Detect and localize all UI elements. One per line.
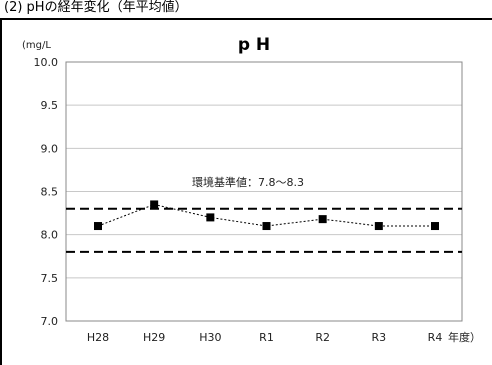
y-tick-label: 10.0 bbox=[34, 56, 59, 69]
x-tick-label: H29 bbox=[143, 331, 165, 344]
data-point bbox=[318, 215, 327, 224]
grid-layer bbox=[66, 104, 462, 279]
data-point bbox=[150, 200, 159, 209]
y-tick-label: 8.0 bbox=[41, 229, 59, 242]
series-layer bbox=[94, 200, 439, 231]
x-tick-label: H30 bbox=[199, 331, 221, 344]
data-point bbox=[206, 213, 215, 222]
y-tick-label: 9.5 bbox=[41, 99, 59, 112]
reference-lines bbox=[66, 207, 462, 253]
y-tick-label: 7.5 bbox=[41, 272, 59, 285]
y-tick-label: 8.5 bbox=[41, 186, 59, 199]
data-point bbox=[94, 222, 102, 231]
x-axis-ticks: H28 H29 H30 R1 R2 R3 R4 bbox=[87, 331, 442, 344]
chart-title: p H bbox=[238, 35, 270, 55]
data-point bbox=[374, 222, 383, 231]
y-tick-label: 7.0 bbox=[41, 315, 59, 328]
y-tick-label: 9.0 bbox=[41, 142, 59, 155]
y-axis-ticks: 10.0 9.5 9.0 8.5 8.0 7.5 7.0 bbox=[34, 56, 59, 328]
data-point bbox=[262, 222, 271, 231]
x-tick-label: R3 bbox=[372, 331, 387, 344]
chart-frame bbox=[0, 18, 492, 365]
x-tick-label: R1 bbox=[259, 331, 274, 344]
x-unit-label: 年度） bbox=[448, 330, 481, 344]
x-tick-label: H28 bbox=[87, 331, 109, 344]
reference-annotation: 環境基準値：7.8～8.3 bbox=[192, 175, 304, 189]
x-tick-label: R4 bbox=[428, 331, 443, 344]
data-point bbox=[431, 222, 439, 231]
plot-area-border bbox=[65, 61, 463, 322]
y-unit-label: (mg/L bbox=[22, 40, 51, 51]
x-tick-label: R2 bbox=[315, 331, 330, 344]
chart-caption: (2) pHの経年変化（年平均値） bbox=[4, 0, 188, 15]
